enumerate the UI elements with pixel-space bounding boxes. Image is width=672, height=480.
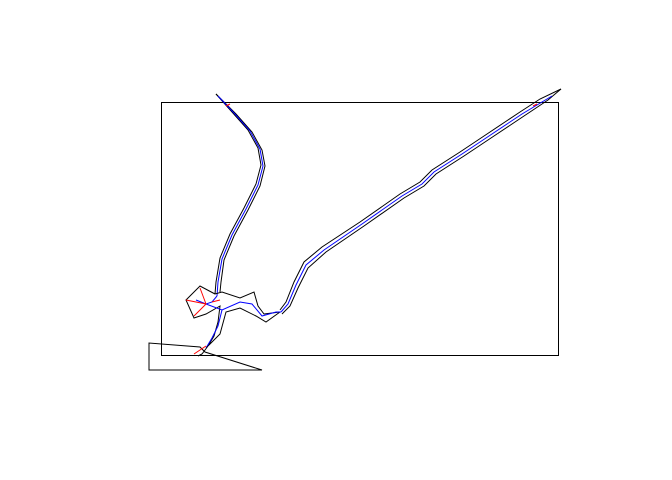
junction-outline (185, 285, 281, 347)
right-branch-bank-south (281, 88, 562, 315)
left-branch-centerline (216, 95, 264, 297)
cross-section (185, 299, 207, 305)
cross-section (532, 103, 538, 107)
southwest-channel (197, 345, 209, 357)
cross-section (193, 303, 207, 317)
junction-centerline-a (204, 295, 281, 317)
cross-section (225, 103, 231, 107)
southwest-outline (148, 342, 263, 371)
left-branch-bank-west (214, 93, 262, 295)
left-branch-bank-east (215, 93, 266, 293)
cross-section (199, 287, 207, 305)
right-branch-centerline (280, 95, 553, 313)
right-branch-bank-north (279, 88, 562, 311)
bounding-box (161, 102, 559, 356)
cross-section (193, 345, 207, 355)
junction-centerline-c (205, 309, 223, 349)
cross-section (211, 299, 221, 303)
